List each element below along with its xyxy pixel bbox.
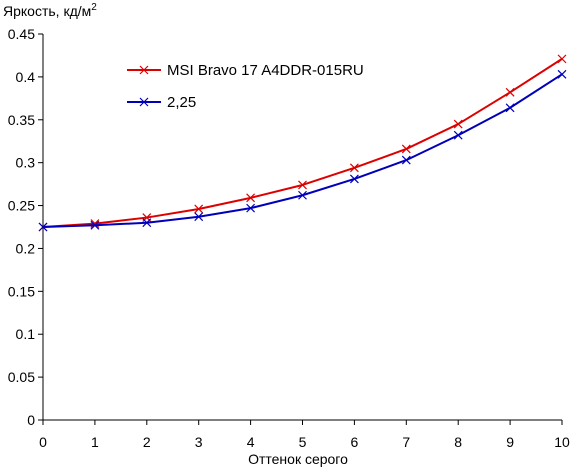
x-tick-label: 3: [195, 434, 203, 450]
x-tick-label: 8: [454, 434, 462, 450]
series-1-line: [42, 58, 563, 228]
x-tick-label: 9: [506, 434, 514, 450]
series-1-point: [557, 54, 567, 64]
x-axis-label: Оттенок серого: [248, 451, 348, 467]
legend: MSI Bravo 17 A4DDR-015RU 2,25: [127, 62, 364, 111]
y-tick-label: 0.25: [8, 198, 35, 214]
series-2-point: [298, 190, 307, 200]
y-tick-label: 0.35: [8, 112, 35, 128]
legend-item-2: 2,25: [127, 94, 196, 111]
series-2-point: [246, 203, 256, 213]
series-2-point: [349, 174, 359, 184]
series-1: [38, 54, 567, 232]
y-axis-label: Яркость, кд/м2: [3, 2, 97, 19]
y-tick-label: 0.4: [16, 69, 36, 85]
series-2-point: [453, 130, 463, 140]
series-1-point: [453, 119, 463, 129]
x-tick-label: 5: [299, 434, 307, 450]
legend-swatch-marker: [139, 65, 149, 75]
x-tick-label: 0: [39, 434, 47, 450]
x-tick-label: 6: [351, 434, 359, 450]
y-axis-label-superscript: 2: [91, 2, 97, 13]
series-layer: [38, 54, 567, 232]
series-2-point: [142, 218, 152, 228]
y-tick-label: 0.3: [16, 155, 36, 171]
series-1-point: [401, 144, 411, 154]
series-2-point: [90, 220, 100, 230]
legend-label: MSI Bravo 17 A4DDR-015RU: [167, 62, 364, 79]
legend-swatch-marker: [139, 97, 149, 107]
y-tick-label: 0.15: [8, 283, 35, 299]
y-axis-ticks: 0 0.05 0.1 0.15 0.2 0.25 0.3 0.35 0.4 0.45: [8, 26, 43, 428]
x-tick-label: 7: [402, 434, 410, 450]
y-tick-label: 0.05: [8, 369, 35, 385]
series-1-point: [246, 193, 256, 203]
x-tick-label: 1: [91, 434, 99, 450]
series-2-point: [194, 212, 204, 222]
x-tick-label: 10: [554, 434, 570, 450]
legend-item-1: MSI Bravo 17 A4DDR-015RU: [127, 62, 364, 79]
series-1-point: [349, 163, 359, 173]
series-2-point: [505, 103, 515, 113]
series-2-point: [401, 155, 411, 165]
series-2-line: [42, 73, 563, 228]
series-1-point: [194, 204, 204, 214]
y-tick-label: 0.2: [16, 240, 36, 256]
series-1-point: [298, 180, 307, 190]
x-tick-label: 4: [247, 434, 255, 450]
series-1-point: [505, 87, 515, 97]
x-tick-label: 2: [143, 434, 151, 450]
y-tick-label: 0: [27, 412, 35, 428]
x-axis-ticks: 0 1 2 3 4 5 6 7 8 9 10: [39, 420, 570, 450]
legend-label: 2,25: [167, 94, 196, 111]
y-tick-label: 0.45: [8, 26, 35, 42]
y-tick-label: 0.1: [16, 326, 36, 342]
series-2-point: [38, 222, 48, 232]
series-2: [38, 69, 567, 232]
series-2-point: [557, 69, 567, 79]
